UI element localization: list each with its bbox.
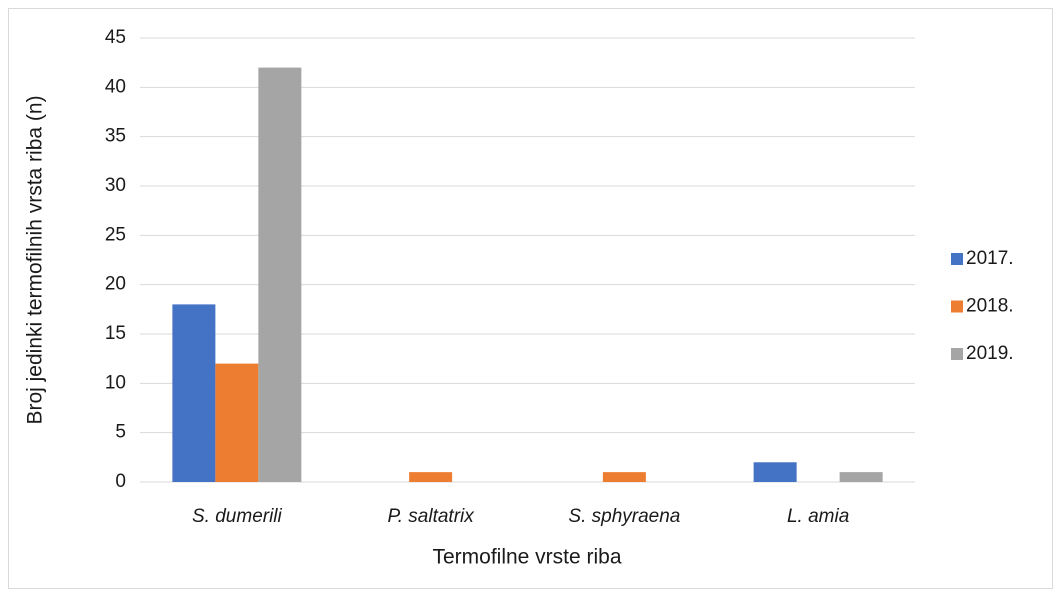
- y-tick-label: 0: [115, 471, 126, 492]
- chart-border: [8, 8, 1053, 589]
- bar: [409, 472, 453, 482]
- bar: [215, 363, 259, 482]
- legend-label: 2017.: [966, 248, 1014, 269]
- legend-label: 2018.: [966, 296, 1014, 317]
- y-tick-label: 10: [105, 372, 126, 393]
- bar: [753, 462, 797, 482]
- legend-swatch: [951, 300, 963, 313]
- bar: [258, 67, 302, 482]
- y-tick-label: 5: [115, 422, 126, 443]
- legend-swatch: [951, 348, 963, 360]
- y-tick-label: 30: [105, 175, 126, 196]
- y-tick-label: 15: [105, 323, 126, 344]
- legend-swatch: [951, 253, 963, 265]
- x-tick-label: P. saltatrix: [388, 506, 476, 527]
- y-axis-title: Broj jedinki termofilnih vrsta riba (n): [24, 95, 47, 424]
- y-tick-label: 35: [105, 126, 126, 147]
- y-tick-label: 25: [105, 224, 126, 245]
- y-tick-label: 40: [105, 76, 126, 97]
- x-tick-label: S. dumerili: [192, 506, 283, 527]
- x-tick-label: S. sphyraena: [568, 506, 680, 527]
- bar: [602, 472, 646, 482]
- x-tick-label: L. amia: [787, 506, 849, 527]
- y-tick-label: 45: [105, 27, 126, 48]
- bar: [172, 304, 216, 482]
- legend-label: 2019.: [966, 343, 1014, 364]
- x-axis-title: Termofilne vrste riba: [432, 546, 621, 569]
- y-tick-label: 20: [105, 274, 126, 295]
- bar: [839, 472, 883, 482]
